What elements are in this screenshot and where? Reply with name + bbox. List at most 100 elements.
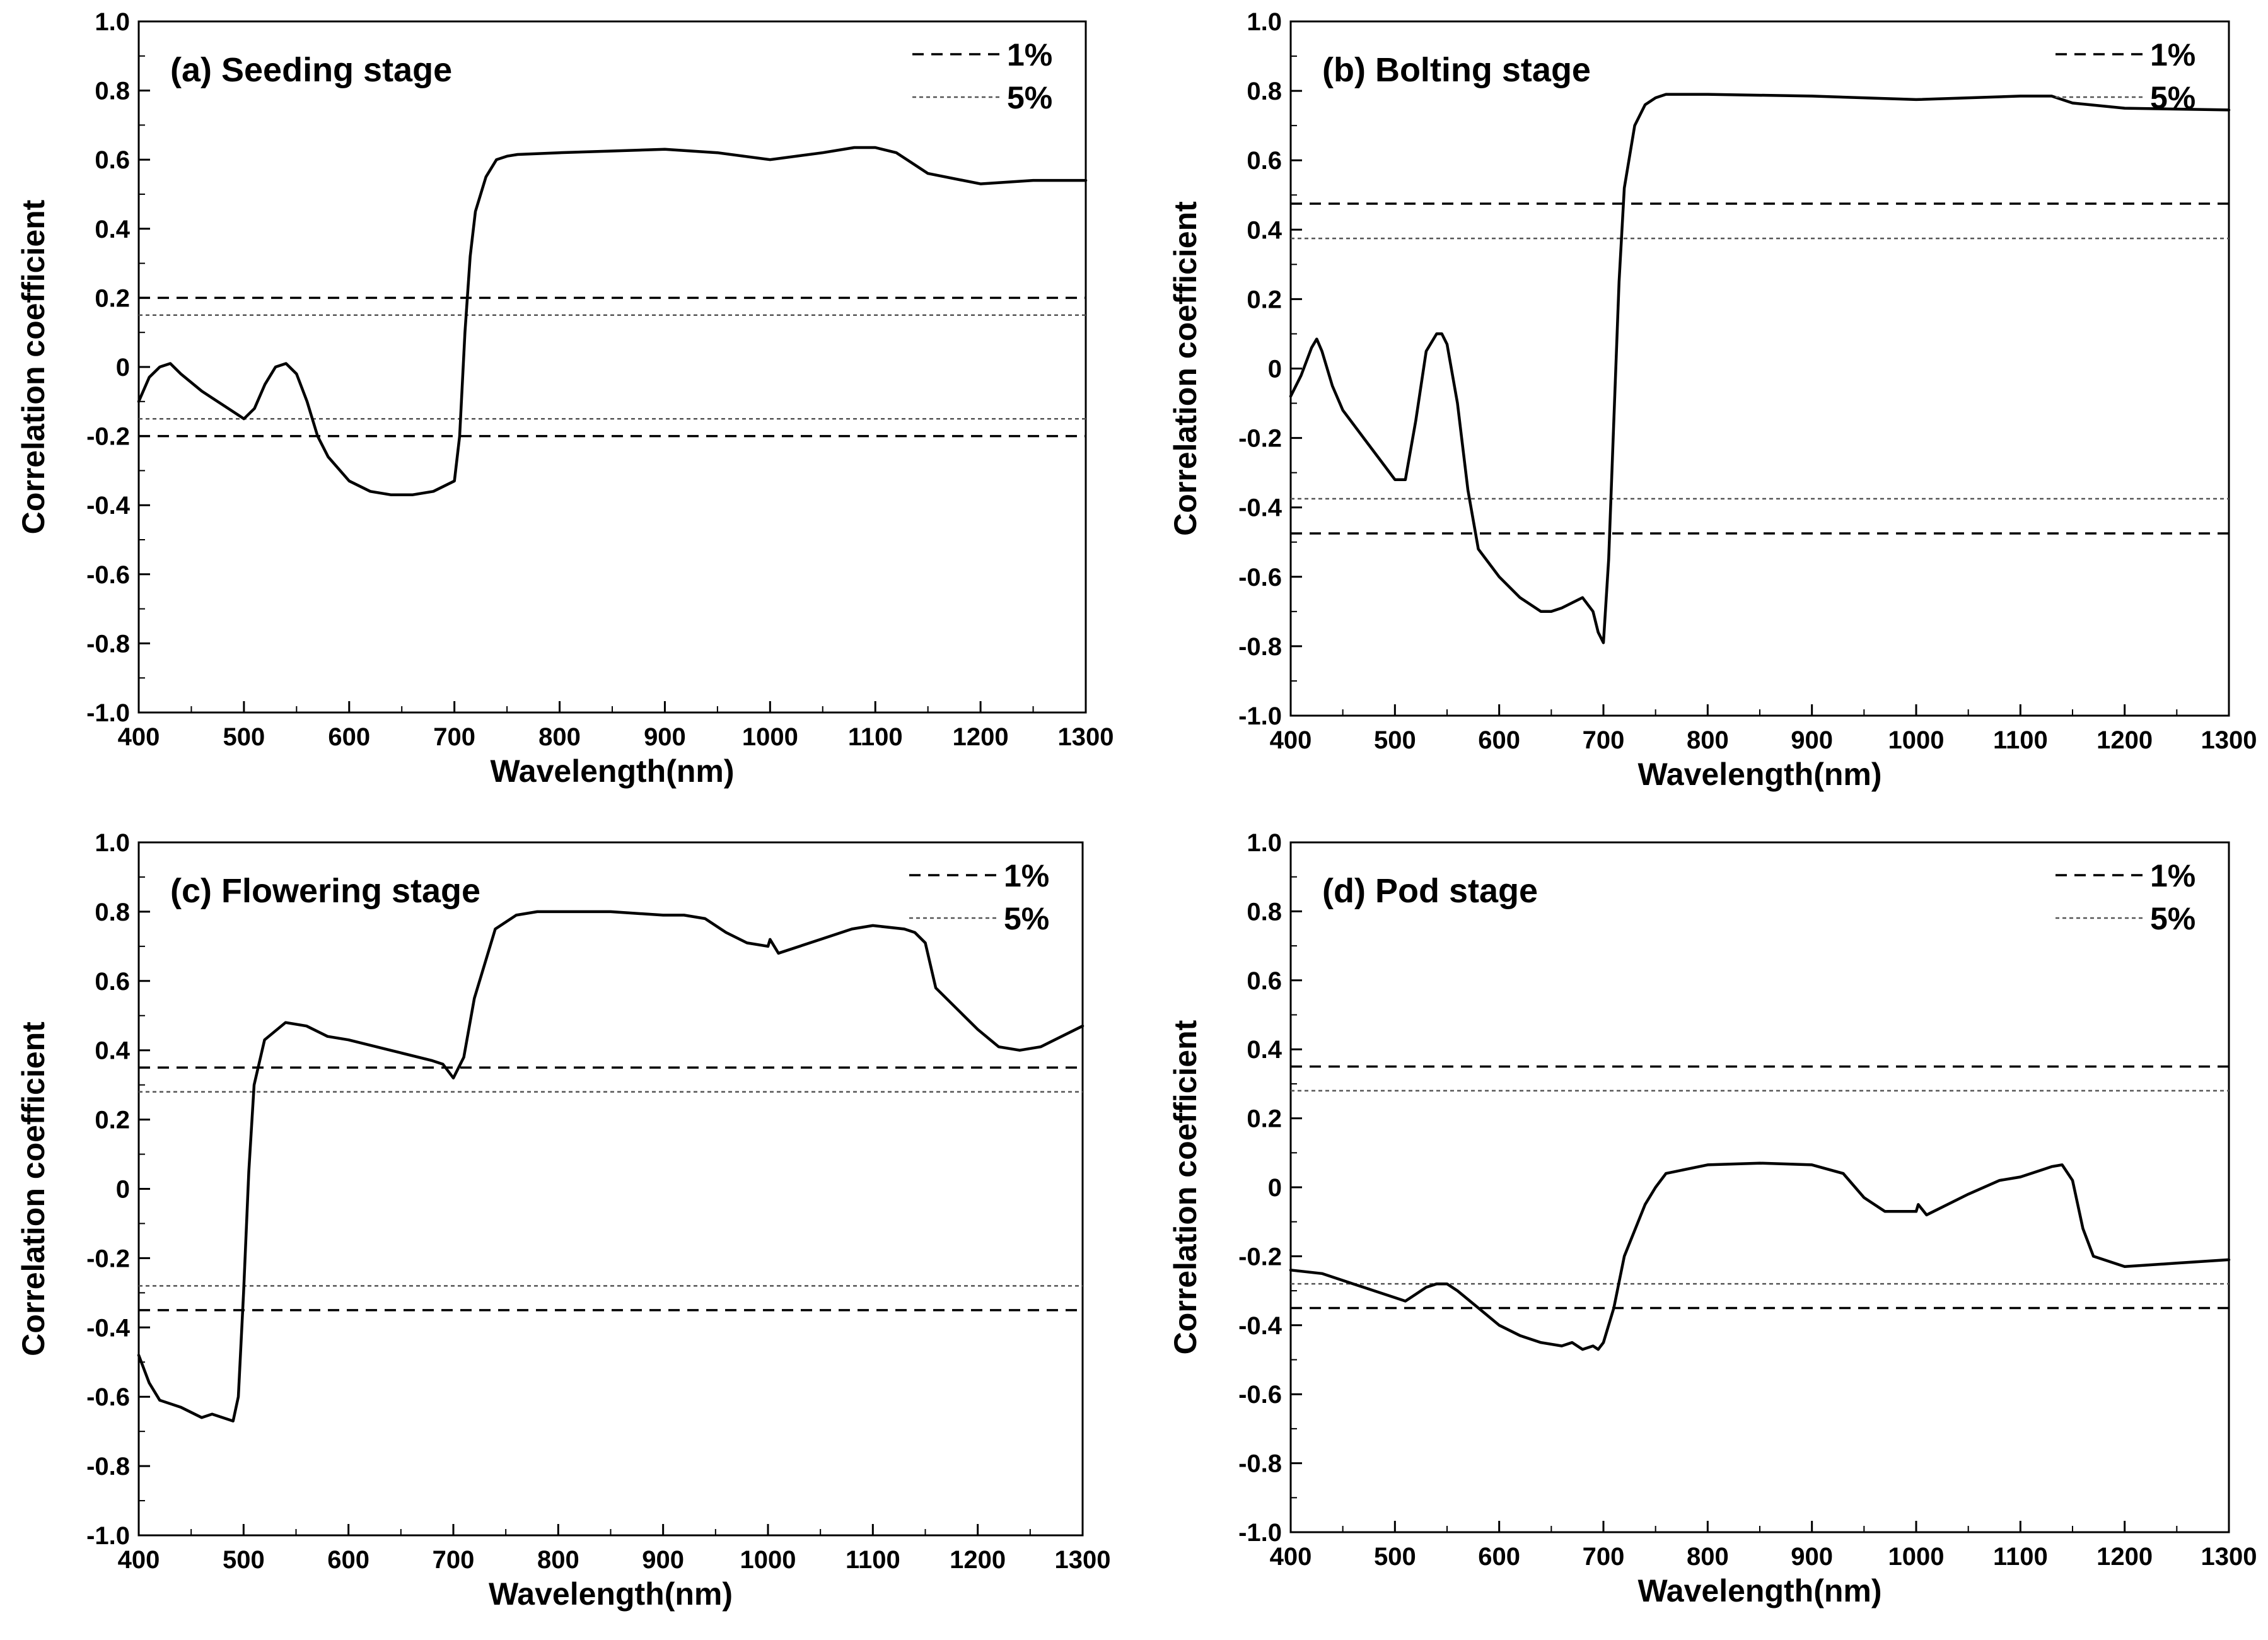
y-tick-label: 0.2 bbox=[95, 1107, 130, 1134]
y-tick-label: 0.2 bbox=[95, 284, 130, 312]
panel-c-flowering: (c) Flowering stage Wavelength(nm) Corre… bbox=[16, 829, 1110, 1612]
x-tick-label: 1000 bbox=[742, 723, 798, 751]
x-tick-label: 600 bbox=[328, 723, 370, 751]
x-tick-label: 800 bbox=[1687, 726, 1729, 754]
y-tick-label: -0.4 bbox=[86, 492, 131, 520]
y-tick-label: -0.8 bbox=[1238, 1450, 1282, 1478]
plot-frame bbox=[137, 841, 1084, 1537]
y-tick-label: -1.0 bbox=[1238, 702, 1282, 730]
plot-frame bbox=[137, 20, 1087, 714]
x-tick-label: 400 bbox=[1270, 1543, 1312, 1571]
x-tick-label: 900 bbox=[644, 723, 686, 751]
panel-b-bolting: (b) Bolting stage Wavelength(nm) Correla… bbox=[1168, 8, 2257, 792]
correlation-series-line bbox=[1289, 93, 2231, 644]
y-tick-label: -0.6 bbox=[86, 561, 130, 589]
y-tick-label: -0.8 bbox=[86, 630, 130, 658]
y-tick-label: 0.4 bbox=[1247, 1036, 1282, 1064]
panel-title: (a) Seeding stage bbox=[170, 51, 452, 89]
legend-label-5pct: 5% bbox=[1004, 901, 1049, 936]
x-tick-label: 500 bbox=[223, 723, 265, 751]
x-tick-label: 500 bbox=[223, 1546, 265, 1574]
x-axis-title: Wavelength(nm) bbox=[490, 753, 734, 789]
y-axis-title: Correlation coefficient bbox=[1168, 201, 1203, 536]
x-tick-label: 700 bbox=[1583, 726, 1625, 754]
x-tick-label: 500 bbox=[1374, 726, 1416, 754]
y-tick-label: 0 bbox=[1268, 356, 1282, 383]
x-tick-label: 600 bbox=[327, 1546, 369, 1574]
legend-label-1pct: 1% bbox=[1007, 37, 1052, 73]
correlation-series-line bbox=[137, 910, 1085, 1422]
y-tick-label: 0.2 bbox=[1247, 1105, 1282, 1133]
x-tick-label: 800 bbox=[1687, 1543, 1729, 1571]
x-tick-label: 1300 bbox=[1055, 1546, 1111, 1574]
y-tick-label: -1.0 bbox=[1238, 1519, 1282, 1547]
x-axis-title: Wavelength(nm) bbox=[1637, 1573, 1881, 1608]
y-tick-label: 0 bbox=[116, 354, 130, 381]
x-tick-label: 800 bbox=[537, 1546, 579, 1574]
x-tick-label: 400 bbox=[118, 723, 160, 751]
y-axis-title: Correlation coefficient bbox=[16, 199, 51, 534]
x-tick-label: 700 bbox=[433, 1546, 475, 1574]
x-tick-label: 700 bbox=[1583, 1543, 1625, 1571]
x-axis-title: Wavelength(nm) bbox=[489, 1576, 733, 1612]
correlation-series-line bbox=[137, 146, 1088, 497]
y-axis-title: Correlation coefficient bbox=[1168, 1020, 1203, 1354]
panel-title: (b) Bolting stage bbox=[1322, 51, 1591, 89]
y-tick-label: 0 bbox=[116, 1176, 130, 1204]
y-tick-label: -0.2 bbox=[1238, 425, 1282, 453]
y-tick-label: -0.4 bbox=[1238, 494, 1282, 522]
y-tick-label: -1.0 bbox=[86, 1522, 130, 1550]
x-tick-label: 1000 bbox=[740, 1546, 796, 1574]
y-tick-label: 0.6 bbox=[95, 146, 130, 174]
y-tick-label: 1.0 bbox=[1247, 829, 1282, 857]
x-tick-label: 1300 bbox=[1058, 723, 1114, 751]
x-tick-label: 1100 bbox=[1993, 1543, 2048, 1571]
legend-label-5pct: 5% bbox=[2150, 901, 2195, 936]
x-tick-label: 900 bbox=[1791, 1543, 1833, 1571]
panel-d-pod: (d) Pod stage Wavelength(nm) Correlation… bbox=[1168, 829, 2257, 1608]
y-tick-label: -0.2 bbox=[86, 1245, 130, 1272]
x-tick-label: 900 bbox=[1791, 726, 1833, 754]
y-tick-label: 0.6 bbox=[95, 968, 130, 996]
y-tick-label: 0.2 bbox=[1247, 286, 1282, 313]
y-tick-label: 0.8 bbox=[1247, 898, 1282, 926]
x-tick-label: 1100 bbox=[848, 723, 903, 751]
x-tick-label: 1100 bbox=[1993, 726, 2048, 754]
y-axis-title: Correlation coefficient bbox=[16, 1021, 51, 1356]
y-tick-label: -1.0 bbox=[86, 699, 130, 727]
y-tick-label: -0.6 bbox=[86, 1383, 130, 1411]
x-tick-label: 1200 bbox=[2096, 726, 2153, 754]
y-tick-label: 0.8 bbox=[95, 78, 130, 105]
x-tick-label: 500 bbox=[1374, 1543, 1416, 1571]
correlation-series-line bbox=[1289, 1161, 2231, 1351]
y-tick-label: 1.0 bbox=[1247, 8, 1282, 36]
y-tick-label: -0.6 bbox=[1238, 1381, 1282, 1409]
x-tick-label: 1200 bbox=[953, 723, 1009, 751]
x-tick-label: 1300 bbox=[2201, 1543, 2257, 1571]
y-tick-label: 0.8 bbox=[95, 899, 130, 926]
y-tick-label: -0.8 bbox=[86, 1453, 130, 1480]
x-tick-label: 900 bbox=[642, 1546, 684, 1574]
x-tick-label: 1200 bbox=[950, 1546, 1006, 1574]
x-tick-label: 800 bbox=[538, 723, 581, 751]
panel-title: (d) Pod stage bbox=[1322, 872, 1538, 910]
y-tick-label: -0.2 bbox=[1238, 1243, 1282, 1271]
legend-label-5pct: 5% bbox=[1007, 80, 1052, 115]
x-tick-label: 1000 bbox=[1888, 1543, 1945, 1571]
legend-label-1pct: 1% bbox=[1004, 858, 1049, 893]
x-tick-label: 1200 bbox=[2096, 1543, 2153, 1571]
y-tick-label: 1.0 bbox=[95, 8, 130, 36]
legend-label-1pct: 1% bbox=[2150, 37, 2195, 73]
x-axis-title: Wavelength(nm) bbox=[1637, 757, 1881, 792]
x-tick-label: 700 bbox=[433, 723, 475, 751]
y-tick-label: -0.8 bbox=[1238, 633, 1282, 661]
y-tick-label: 0.4 bbox=[95, 1037, 130, 1065]
x-tick-label: 400 bbox=[118, 1546, 160, 1574]
x-tick-label: 1100 bbox=[846, 1546, 900, 1574]
y-tick-label: 1.0 bbox=[95, 829, 130, 857]
y-tick-label: 0.8 bbox=[1247, 78, 1282, 105]
y-tick-label: -0.4 bbox=[86, 1314, 131, 1342]
y-tick-label: 0.4 bbox=[1247, 216, 1282, 244]
y-tick-label: -0.2 bbox=[86, 423, 130, 451]
